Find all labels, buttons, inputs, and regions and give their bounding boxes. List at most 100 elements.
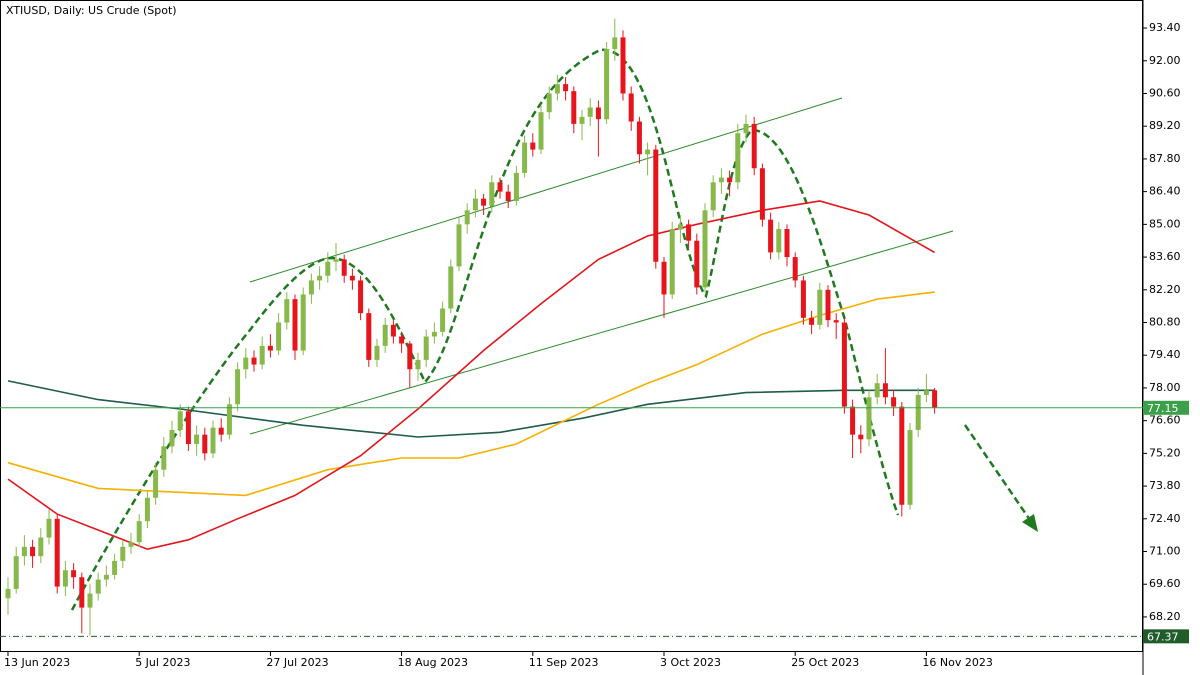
candle-body	[563, 84, 569, 92]
candle-body	[718, 177, 724, 183]
candle-body	[358, 280, 364, 314]
candle-body	[850, 406, 856, 435]
candle-body	[800, 280, 806, 318]
candle-body	[103, 574, 109, 580]
y-tick-label: 89.20	[1149, 119, 1181, 132]
candle-body	[390, 324, 396, 337]
last-price-label: 77.15	[1147, 402, 1179, 415]
candle-body	[809, 317, 815, 325]
y-tick-label: 83.60	[1149, 250, 1181, 263]
y-tick-label: 72.40	[1149, 512, 1181, 525]
y-tick-label: 78.00	[1149, 381, 1181, 394]
candle-body	[382, 324, 388, 346]
candle-body	[874, 383, 880, 398]
candle-body	[259, 345, 265, 365]
candle-body	[423, 336, 429, 360]
candle-body	[727, 177, 733, 183]
candle-body	[5, 588, 11, 599]
candle-body	[669, 229, 675, 295]
candle-body	[300, 294, 306, 351]
candle-body	[825, 289, 831, 321]
candle-body	[464, 210, 470, 225]
candle-body	[882, 383, 888, 398]
candle-body	[144, 497, 150, 522]
channel-lower	[249, 230, 954, 435]
candle-body	[54, 518, 60, 587]
candle-body	[62, 570, 68, 587]
candle-body	[161, 446, 167, 470]
candle-body	[497, 182, 503, 192]
y-tick-label: 73.80	[1149, 479, 1181, 492]
x-tick-label: 3 Oct 2023	[660, 656, 721, 669]
candle-body	[267, 345, 273, 351]
candle-body	[604, 49, 610, 120]
candle-body	[30, 546, 36, 557]
candle-body	[907, 429, 913, 505]
candle-body	[448, 266, 454, 309]
y-tick-label: 92.00	[1149, 54, 1181, 67]
x-tick-label: 16 Nov 2023	[922, 656, 992, 669]
y-tick-label: 79.40	[1149, 348, 1181, 361]
channel	[249, 97, 954, 435]
x-tick-label: 13 Jun 2023	[4, 656, 70, 669]
forecast-arrowhead	[1022, 514, 1038, 532]
candle-body	[612, 37, 618, 50]
candle-body	[153, 469, 159, 498]
candle-body	[932, 390, 938, 408]
candle-body	[177, 411, 183, 430]
x-tick-label: 11 Sep 2023	[529, 656, 599, 669]
x-tick-label: 25 Oct 2023	[791, 656, 859, 669]
candle-body	[21, 546, 27, 557]
forecast-arrow	[963, 424, 1032, 521]
candle-body	[546, 93, 552, 113]
candle-body	[440, 308, 446, 332]
candle-body	[710, 182, 716, 211]
candle-body	[481, 198, 487, 206]
candle-body	[431, 331, 437, 337]
candle-body	[251, 357, 257, 365]
moving-average	[7, 380, 935, 438]
candle-body	[735, 133, 741, 183]
candle-body	[694, 240, 700, 288]
moving-average	[7, 200, 935, 551]
candle-body	[743, 123, 749, 134]
y-tick-label: 90.60	[1149, 86, 1181, 99]
candle-body	[276, 322, 282, 351]
candle-body	[136, 521, 142, 543]
candle-body	[71, 570, 77, 578]
candle-body	[571, 91, 577, 124]
candle-body	[218, 427, 224, 435]
candle-body	[636, 121, 642, 155]
candle-body	[13, 556, 19, 589]
low-line-label: 67.37	[1147, 630, 1179, 643]
candle-body	[333, 259, 339, 262]
candle-body	[792, 257, 798, 281]
last-price-box	[1143, 400, 1189, 415]
y-tick-label: 86.40	[1149, 185, 1181, 198]
candle-body	[235, 369, 241, 405]
low-line-box	[1143, 629, 1189, 644]
candle-body	[899, 406, 905, 505]
candle-body	[858, 434, 864, 440]
candle-body	[505, 191, 511, 201]
y-tick-label: 75.20	[1149, 446, 1181, 459]
pattern-outline	[70, 48, 900, 611]
candle-body	[38, 537, 44, 557]
candle-body	[46, 518, 52, 538]
y-tick-label: 93.40	[1149, 21, 1181, 34]
candle-body	[194, 434, 200, 445]
channel-upper	[249, 97, 843, 283]
candle-body	[399, 336, 405, 344]
candle-body	[210, 427, 216, 454]
candle-body	[95, 579, 101, 594]
candle-body	[185, 411, 191, 445]
candle-body	[489, 182, 495, 206]
candle-body	[112, 560, 118, 575]
candle-body	[243, 357, 249, 370]
candle-body	[79, 577, 85, 608]
candle-body	[366, 313, 372, 360]
candle-body	[513, 172, 519, 201]
candle-body	[661, 261, 667, 295]
candle-body	[317, 275, 323, 281]
candle-body	[284, 299, 290, 323]
